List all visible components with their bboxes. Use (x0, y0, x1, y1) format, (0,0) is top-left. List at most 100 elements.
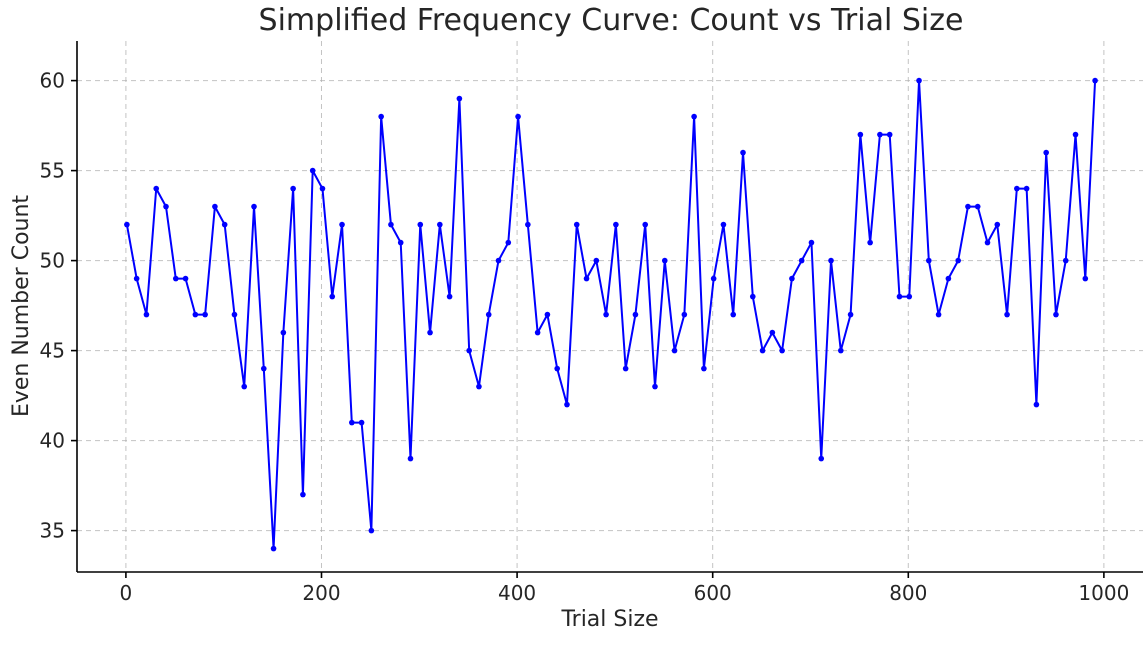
x-axis-label: Trial Size (560, 607, 658, 632)
y-tick-label: 35 (40, 519, 65, 543)
y-tick-label: 40 (40, 429, 65, 453)
data-point (143, 311, 150, 318)
data-point (955, 257, 961, 264)
data-point (339, 221, 345, 228)
data-point (476, 383, 482, 390)
data-point (779, 347, 785, 354)
x-tick-label: 0 (120, 581, 133, 605)
y-axis-label: Even Number Count (9, 195, 34, 417)
data-point (485, 311, 492, 318)
data-point (749, 293, 756, 300)
data-point (583, 275, 590, 282)
data-point (877, 131, 883, 138)
data-point (740, 149, 746, 156)
data-point (916, 77, 922, 84)
data-point (808, 239, 815, 246)
data-point (241, 383, 248, 390)
data-point (309, 167, 316, 174)
data-point (300, 491, 306, 498)
data-point (642, 221, 649, 228)
data-point (965, 203, 971, 210)
data-point (358, 419, 365, 426)
data-point (1053, 311, 1059, 318)
data-point (1004, 311, 1010, 318)
data-point (260, 365, 267, 372)
data-point (1033, 401, 1040, 408)
data-point (534, 329, 541, 336)
series-line (125, 79, 1097, 550)
data-point (163, 203, 169, 210)
data-point (838, 347, 844, 354)
data-point (896, 293, 903, 300)
data-point (427, 329, 433, 336)
data-point (789, 275, 795, 282)
data-point (886, 131, 893, 138)
data-point (466, 347, 472, 354)
data-point (349, 419, 355, 426)
data-point (906, 293, 913, 300)
data-point (368, 527, 375, 534)
data-point (378, 113, 384, 120)
data-point (212, 203, 218, 210)
data-point (564, 401, 570, 408)
data-point (133, 275, 140, 282)
data-point (613, 221, 619, 228)
grid (77, 41, 1143, 572)
data-point (994, 221, 1001, 228)
data-point (652, 383, 658, 390)
data-point (437, 221, 443, 228)
data-point (446, 293, 453, 300)
data-point (270, 545, 277, 552)
data-point (1023, 185, 1030, 192)
data-point (828, 257, 834, 264)
data-point (456, 95, 463, 102)
chart-title: Simplified Frequency Curve: Count vs Tri… (259, 3, 964, 38)
data-point (1072, 131, 1079, 138)
data-point (661, 257, 668, 264)
y-tick-label: 55 (40, 159, 65, 183)
y-tick-label: 45 (40, 339, 65, 363)
data-point (974, 203, 981, 210)
x-tick-label: 600 (694, 581, 732, 605)
data-point (720, 221, 727, 228)
data-point (124, 221, 130, 228)
data-point (593, 257, 600, 264)
data-point (671, 347, 678, 354)
data-point (192, 311, 199, 318)
data-point (798, 257, 805, 264)
data-point (1082, 275, 1089, 282)
data-point (515, 113, 521, 120)
data-point (573, 221, 580, 228)
data-point (280, 329, 287, 336)
y-tick-label: 50 (40, 249, 65, 273)
data-point (319, 185, 326, 192)
data-point (544, 311, 551, 318)
data-point (818, 455, 825, 462)
data-point (202, 311, 208, 318)
x-tick-label: 800 (889, 581, 927, 605)
data-point (231, 311, 238, 318)
data-point (701, 365, 707, 372)
data-point (935, 311, 942, 318)
data-point (622, 365, 629, 372)
data-point (1092, 77, 1098, 84)
x-tick-label: 400 (498, 581, 536, 605)
data-point (417, 221, 424, 228)
data-point (769, 329, 776, 336)
data-point (691, 113, 697, 120)
data-point (182, 275, 189, 282)
data-point (926, 257, 932, 264)
data-point (172, 275, 179, 282)
data-point (505, 239, 512, 246)
data-point (251, 203, 257, 210)
data-point (730, 311, 737, 318)
data-point (1043, 149, 1049, 156)
data-point (554, 365, 560, 372)
data-point (495, 257, 502, 264)
axes (76, 41, 1143, 573)
data-point (221, 221, 228, 228)
y-tick-label: 60 (40, 69, 65, 93)
data-point (710, 275, 717, 282)
x-tick-label: 200 (302, 581, 340, 605)
